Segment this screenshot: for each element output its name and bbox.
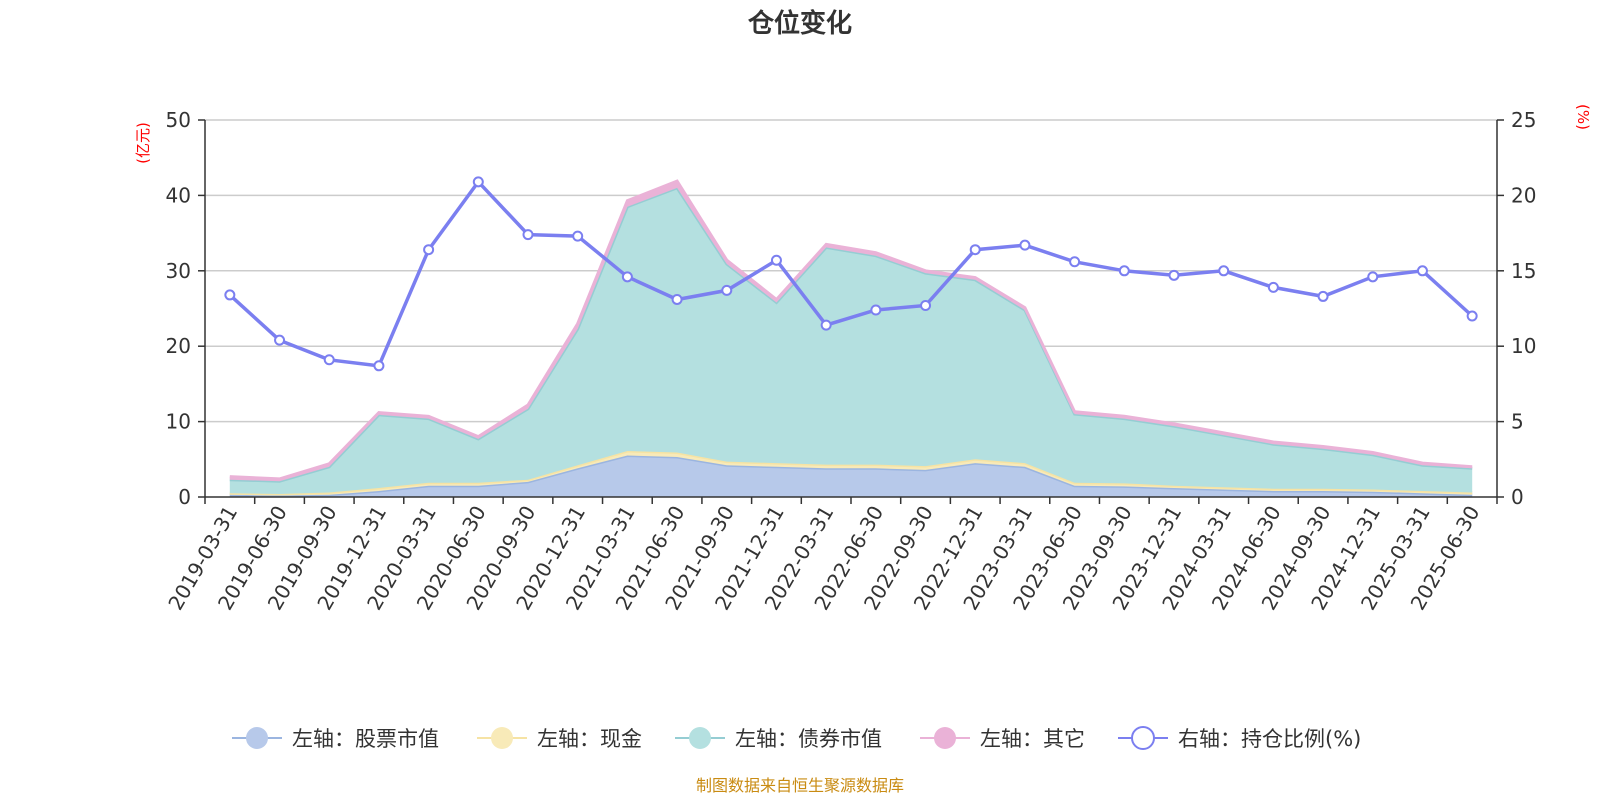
axes: 0 10 20 30 40 50 0 5 10 15 20 25 bbox=[166, 108, 1537, 509]
legend-marker bbox=[246, 727, 268, 749]
line-point bbox=[373, 360, 385, 372]
right-tick-label: 25 bbox=[1511, 108, 1536, 132]
area-series-outline bbox=[229, 179, 1473, 481]
left-tick-label: 50 bbox=[166, 108, 191, 132]
legend: 左轴：股票市值 左轴：现金 左轴：债券市值 左轴：其它 右轴：持仓比例(%) bbox=[232, 726, 1361, 751]
line-point bbox=[870, 304, 882, 316]
area-series bbox=[229, 187, 1473, 494]
line-point bbox=[721, 284, 733, 296]
line-point bbox=[472, 176, 484, 188]
line-point bbox=[522, 229, 534, 241]
legend-marker bbox=[934, 727, 956, 749]
line-point bbox=[820, 319, 832, 331]
line-point bbox=[1069, 256, 1081, 268]
line-point bbox=[1466, 310, 1478, 322]
right-tick-label: 15 bbox=[1511, 259, 1536, 283]
line-point bbox=[1019, 239, 1031, 251]
legend-label: 左轴：债券市值 bbox=[735, 727, 882, 751]
left-tick-label: 0 bbox=[178, 485, 191, 509]
line-point bbox=[920, 299, 932, 311]
legend-label: 左轴：现金 bbox=[537, 727, 642, 751]
line-point bbox=[572, 230, 584, 242]
legend-marker bbox=[689, 727, 711, 749]
line-point bbox=[621, 271, 633, 283]
chart-title: 仓位变化 bbox=[747, 8, 852, 39]
line-point bbox=[969, 244, 981, 256]
line-point bbox=[1267, 281, 1279, 293]
line-point bbox=[671, 293, 683, 305]
line-point bbox=[1416, 265, 1428, 277]
stacked-areas bbox=[229, 179, 1473, 498]
left-axis-unit: (亿元) bbox=[134, 122, 152, 164]
line-point bbox=[1367, 271, 1379, 283]
right-tick-label: 20 bbox=[1511, 183, 1536, 207]
right-tick-label: 0 bbox=[1511, 485, 1524, 509]
legend-label: 左轴：股票市值 bbox=[292, 727, 439, 751]
right-axis-unit: (%) bbox=[1574, 104, 1592, 130]
legend-item[interactable]: 左轴：现金 bbox=[477, 727, 642, 751]
line-point bbox=[224, 289, 236, 301]
line-point bbox=[423, 244, 435, 256]
ratio-line-series bbox=[224, 176, 1478, 372]
line-point bbox=[1168, 269, 1180, 281]
legend-item[interactable]: 左轴：股票市值 bbox=[232, 727, 439, 751]
line-point bbox=[1317, 290, 1329, 302]
legend-marker bbox=[491, 727, 513, 749]
x-tick-labels: 2019-03-312019-06-302019-09-302019-12-31… bbox=[163, 501, 1484, 614]
source-note: 制图数据来自恒生聚源数据库 bbox=[696, 776, 904, 795]
line-point bbox=[770, 254, 782, 266]
line-point bbox=[1118, 265, 1130, 277]
area-series bbox=[229, 455, 1473, 497]
line-point bbox=[1218, 265, 1230, 277]
legend-item[interactable]: 左轴：其它 bbox=[920, 727, 1085, 751]
left-tick-label: 30 bbox=[166, 259, 191, 283]
line-series bbox=[228, 179, 1474, 368]
area-series bbox=[229, 181, 1473, 482]
legend-item[interactable]: 左轴：债券市值 bbox=[675, 727, 882, 751]
line-point bbox=[323, 354, 335, 366]
legend-marker bbox=[1131, 726, 1155, 750]
legend-label: 左轴：其它 bbox=[980, 727, 1085, 751]
line-point bbox=[274, 334, 286, 346]
left-tick-label: 10 bbox=[166, 410, 191, 434]
left-tick-label: 20 bbox=[166, 334, 191, 358]
right-tick-label: 5 bbox=[1511, 410, 1524, 434]
legend-label: 右轴：持仓比例(%) bbox=[1178, 727, 1361, 751]
legend-item[interactable]: 右轴：持仓比例(%) bbox=[1118, 726, 1361, 751]
left-tick-label: 40 bbox=[166, 183, 191, 207]
right-tick-label: 10 bbox=[1511, 334, 1536, 358]
